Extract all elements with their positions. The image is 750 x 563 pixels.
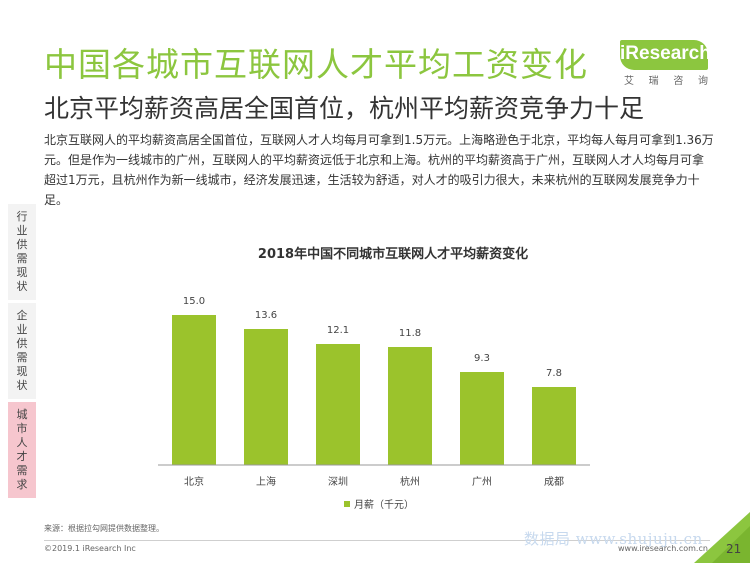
logo-text: iResearch — [620, 43, 711, 64]
sidebar-tab-1[interactable]: 行业供需现状 — [8, 204, 36, 300]
value-label: 9.3 — [474, 353, 490, 364]
value-label: 12.1 — [327, 325, 349, 336]
value-label: 15.0 — [183, 296, 205, 307]
value-label: 11.8 — [399, 328, 421, 339]
page-subtitle: 北京平均薪资高居全国首位，杭州平均薪资竞争力十足 — [44, 94, 645, 123]
page-title: 中国各城市互联网人才平均工资变化 — [44, 45, 588, 84]
value-label: 13.6 — [255, 310, 277, 321]
bar-3 — [316, 344, 360, 465]
logo-mark — [620, 40, 708, 70]
x-tick-label: 成都 — [544, 476, 564, 488]
bar-4 — [388, 347, 432, 465]
corner-decoration — [694, 512, 750, 563]
bar-2 — [244, 329, 288, 465]
description-paragraph: 北京互联网人的平均薪资高居全国首位，互联网人才人均每月可拿到1.5万元。上海略逊… — [44, 133, 714, 207]
logo-sub-char: 艾 — [624, 76, 634, 87]
value-label: 7.8 — [546, 368, 562, 379]
logo-sub-char: 询 — [697, 76, 708, 87]
chart-title: 2018年中国不同城市互联网人才平均薪资变化 — [258, 246, 528, 262]
legend-label: 月薪（千元） — [354, 499, 414, 511]
logo-subtitle: 艾 瑞 咨 询 — [620, 72, 710, 87]
sidebar-tab-2[interactable]: 企业供需现状 — [8, 303, 36, 399]
logo-sub-char: 瑞 — [648, 76, 659, 87]
legend-swatch — [344, 501, 350, 507]
x-tick-label: 广州 — [472, 476, 492, 488]
x-tick-label: 深圳 — [328, 476, 348, 488]
x-tick-label: 杭州 — [400, 475, 420, 488]
source-note: 来源：根据拉勾网提供数据整理。 — [44, 524, 164, 533]
iresearch-logo: iResearch 艾 瑞 咨 询 — [620, 40, 712, 87]
bar-1 — [172, 315, 216, 465]
x-tick-label: 北京 — [184, 475, 204, 488]
bar-6 — [532, 387, 576, 465]
watermark: 数据局 www.shujuju.cn — [524, 530, 703, 548]
section-sidebar: 行业供需现状企业供需现状城市人才需求 — [8, 204, 36, 501]
salary-bar-chart: 2018年中国不同城市互联网人才平均薪资变化 15.0 北京 13.6 上海 12.1 深圳… — [158, 246, 590, 511]
x-tick-label: 上海 — [256, 475, 276, 488]
sidebar-tab-3[interactable]: 城市人才需求 — [8, 402, 36, 498]
website-url: www.iresearch.com.cn — [618, 544, 708, 553]
footer-divider — [44, 540, 710, 541]
page-number: 21 — [726, 542, 742, 556]
copyright: ©2019.1 iResearch Inc — [44, 544, 136, 553]
bar-5 — [460, 372, 504, 465]
logo-sub-char: 咨 — [673, 76, 684, 87]
